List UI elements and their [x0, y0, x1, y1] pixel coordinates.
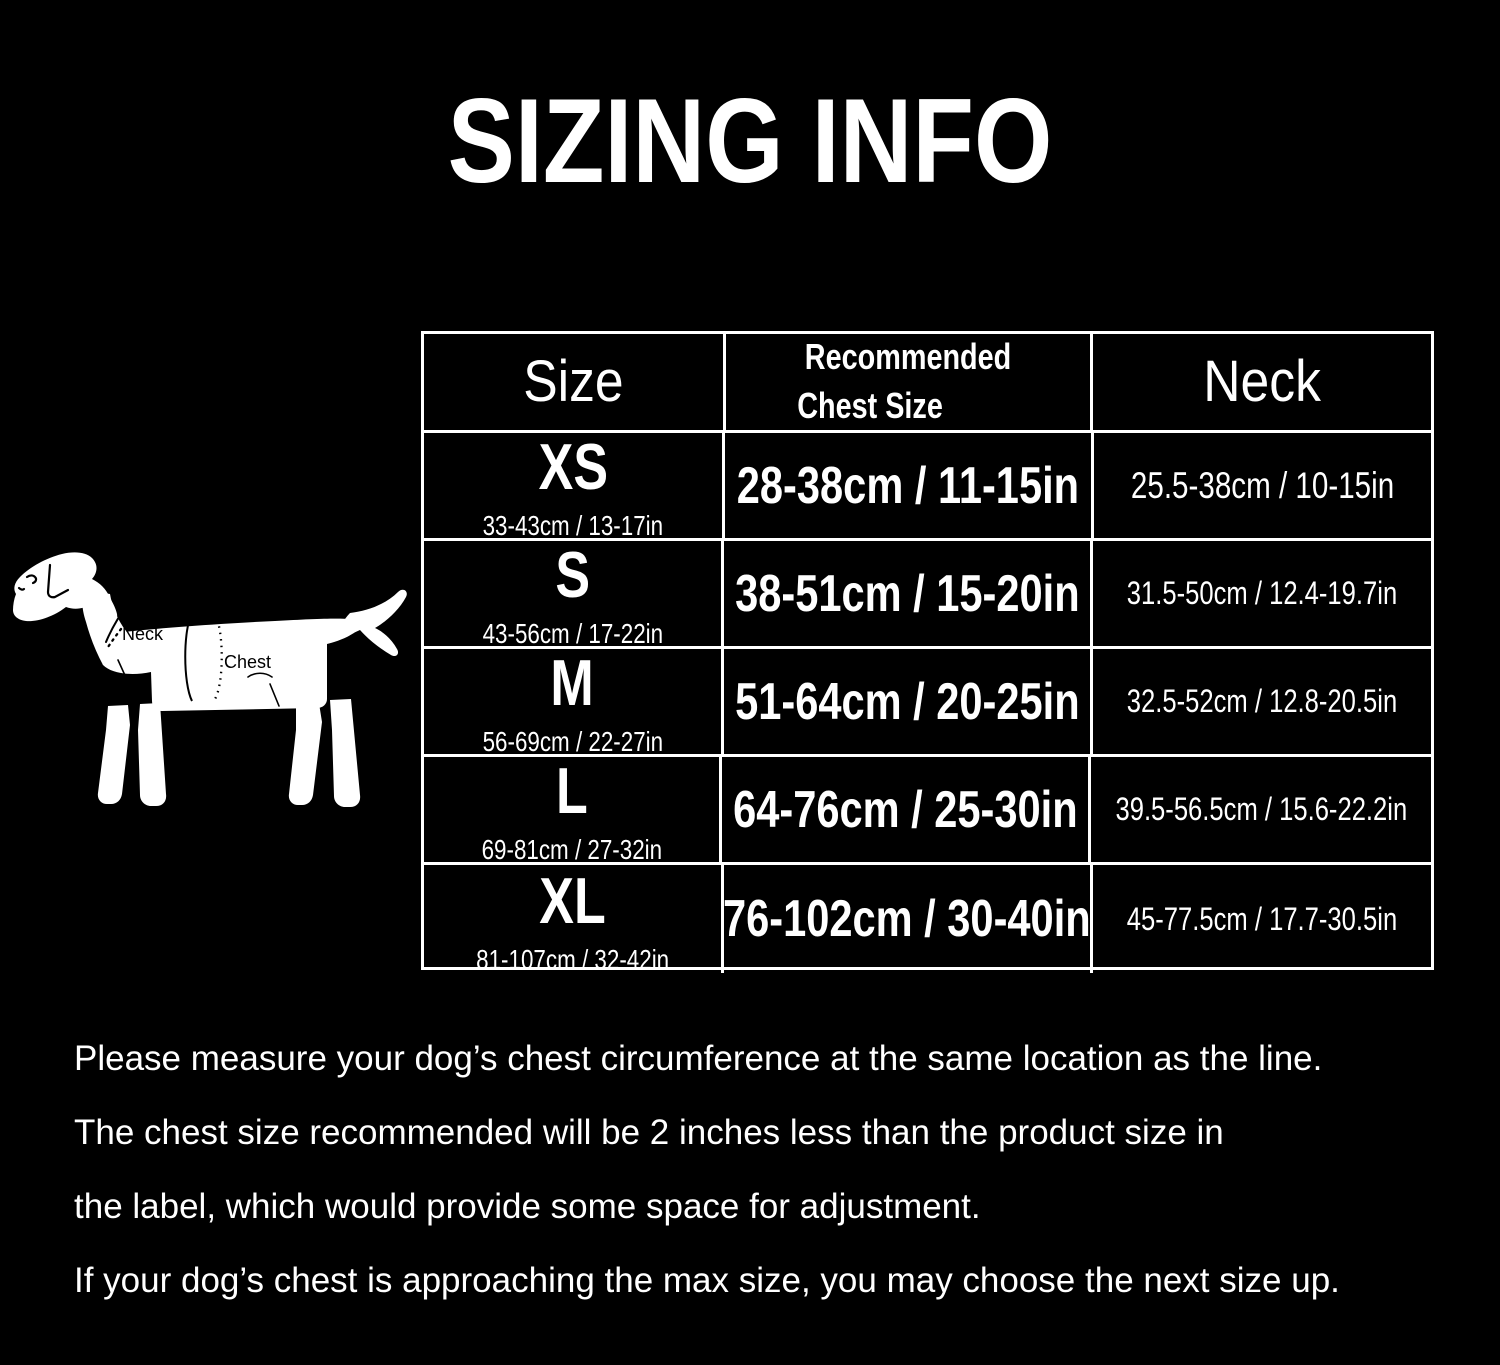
- svg-text:Neck: Neck: [122, 624, 164, 644]
- svg-text:Chest: Chest: [224, 652, 271, 672]
